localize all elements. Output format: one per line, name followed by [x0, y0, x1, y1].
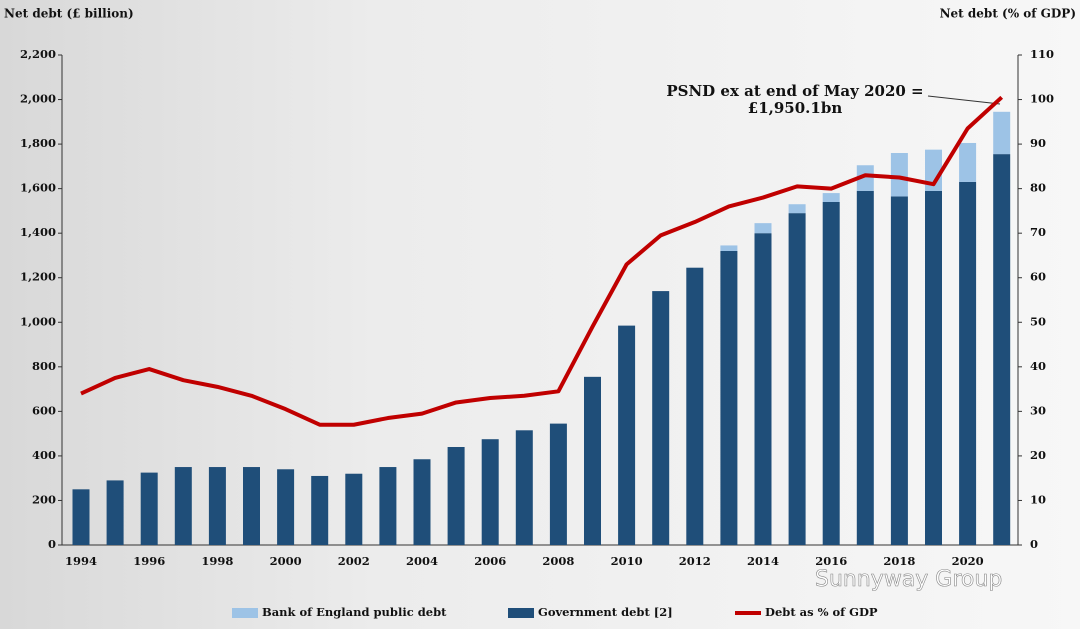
bar — [959, 181, 977, 546]
y-axis-title: Net debt (£ billion) — [4, 7, 134, 21]
y2-tick-label: 10 — [1030, 492, 1046, 506]
y2-tick-label: 20 — [1030, 448, 1046, 462]
y2-tick-label: 70 — [1030, 225, 1046, 239]
legend-label: Debt as % of GDP — [765, 605, 878, 619]
y-tick-label: 1,400 — [20, 225, 56, 239]
x-tick-label: 2008 — [542, 554, 574, 568]
x-tick-label: 2012 — [679, 554, 711, 568]
bar — [584, 376, 601, 545]
bar — [720, 251, 738, 545]
x-tick-label: 2014 — [747, 554, 779, 568]
bar — [686, 267, 704, 545]
bar — [208, 467, 226, 545]
annotation: £1,950.1bn — [748, 99, 843, 117]
x-tick-label: 2002 — [338, 554, 370, 568]
y2-tick-label: 90 — [1030, 136, 1046, 150]
x-tick-label: 2020 — [952, 554, 984, 568]
y2-tick-label: 80 — [1030, 181, 1046, 195]
bar — [822, 193, 840, 202]
bar — [925, 190, 942, 545]
y2-axis-title: Net debt (% of GDP) — [940, 7, 1076, 21]
bar — [993, 154, 1011, 545]
y-tick-label: 200 — [32, 492, 56, 506]
bar — [174, 467, 192, 545]
bar — [379, 467, 397, 545]
bar — [311, 475, 329, 545]
y2-tick-label: 40 — [1030, 359, 1046, 373]
watermark: Sunnyway Group — [815, 567, 1002, 592]
bar — [481, 439, 499, 545]
x-tick-label: 2004 — [406, 554, 438, 568]
annotation: PSND ex at end of May 2020 = — [666, 82, 923, 100]
bar — [243, 467, 260, 545]
y-tick-label: 1,800 — [20, 136, 56, 150]
bar — [140, 472, 158, 545]
y2-tick-label: 50 — [1030, 314, 1046, 328]
y2-tick-label: 60 — [1030, 270, 1046, 284]
y2-tick-label: 0 — [1030, 537, 1038, 551]
y-tick-label: 400 — [32, 448, 56, 462]
bar — [72, 489, 90, 545]
x-tick-label: 2006 — [474, 554, 506, 568]
legend-swatch — [508, 608, 534, 618]
bar — [413, 459, 431, 545]
bar — [447, 447, 465, 545]
bar — [277, 469, 295, 545]
y2-tick-label: 100 — [1030, 92, 1054, 106]
bar — [890, 153, 908, 197]
x-tick-label: 1996 — [133, 554, 165, 568]
y-tick-label: 1,200 — [20, 270, 56, 284]
x-tick-label: 1998 — [201, 554, 233, 568]
bar — [959, 142, 977, 182]
bar — [788, 213, 806, 546]
y2-tick-label: 110 — [1030, 47, 1054, 61]
bar — [549, 423, 567, 545]
bar — [754, 223, 772, 234]
bar — [890, 196, 908, 545]
y-tick-label: 600 — [32, 403, 56, 417]
bar — [345, 473, 363, 545]
bar — [856, 165, 874, 191]
y2-tick-label: 30 — [1030, 403, 1046, 417]
legend-swatch — [232, 608, 258, 618]
bar — [754, 233, 772, 545]
x-tick-label: 2016 — [815, 554, 847, 568]
y-tick-label: 1,600 — [20, 181, 56, 195]
bar — [618, 325, 636, 545]
y-tick-label: 0 — [48, 537, 56, 551]
x-tick-label: 1994 — [65, 554, 97, 568]
x-tick-label: 2018 — [883, 554, 915, 568]
annotation-arrow — [927, 95, 1001, 105]
bar — [515, 430, 533, 545]
bar — [720, 245, 738, 251]
bar — [106, 480, 124, 545]
line — [80, 95, 1004, 427]
bar — [856, 190, 874, 545]
y-tick-label: 2,200 — [20, 47, 56, 61]
bar — [652, 291, 670, 545]
y-tick-label: 2,000 — [20, 92, 56, 106]
x-tick-label: 2010 — [611, 554, 643, 568]
y-tick-label: 1,000 — [20, 314, 56, 328]
legend-label: Government debt [2] — [538, 605, 673, 619]
x-tick-label: 2000 — [270, 554, 302, 568]
legend-label: Bank of England public debt — [262, 605, 447, 619]
y-tick-label: 800 — [32, 359, 56, 373]
bar — [822, 202, 840, 545]
bar — [993, 111, 1011, 155]
bar — [788, 204, 806, 214]
